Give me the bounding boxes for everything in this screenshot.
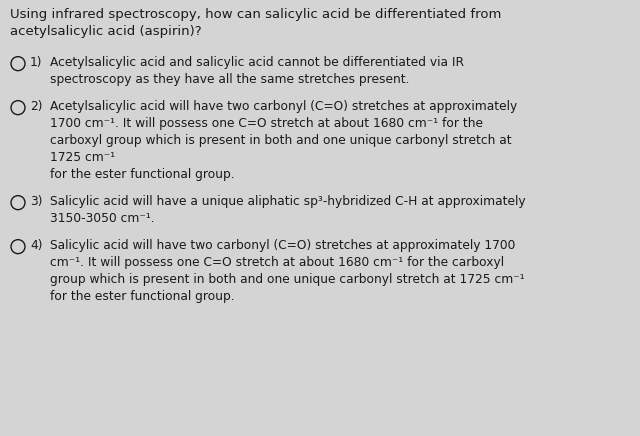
Text: 3): 3) <box>30 195 42 208</box>
Text: for the ester functional group.: for the ester functional group. <box>50 168 235 181</box>
Text: 1725 cm⁻¹: 1725 cm⁻¹ <box>50 151 115 164</box>
Text: Salicylic acid will have two carbonyl (C=O) stretches at approximately 1700: Salicylic acid will have two carbonyl (C… <box>50 239 515 252</box>
Text: Acetylsalicylic acid and salicylic acid cannot be differentiated via IR: Acetylsalicylic acid and salicylic acid … <box>50 56 464 69</box>
Text: carboxyl group which is present in both and one unique carbonyl stretch at: carboxyl group which is present in both … <box>50 134 511 147</box>
Text: spectroscopy as they have all the same stretches present.: spectroscopy as they have all the same s… <box>50 73 410 86</box>
Text: group which is present in both and one unique carbonyl stretch at 1725 cm⁻¹: group which is present in both and one u… <box>50 273 525 286</box>
Text: Using infrared spectroscopy, how can salicylic acid be differentiated from: Using infrared spectroscopy, how can sal… <box>10 8 501 21</box>
Text: 4): 4) <box>30 239 42 252</box>
Text: 1): 1) <box>30 56 42 69</box>
Text: for the ester functional group.: for the ester functional group. <box>50 290 235 303</box>
Text: Salicylic acid will have a unique aliphatic sp³-hybridized C-H at approximately: Salicylic acid will have a unique alipha… <box>50 195 525 208</box>
Text: 3150-3050 cm⁻¹.: 3150-3050 cm⁻¹. <box>50 212 155 225</box>
Text: Acetylsalicylic acid will have two carbonyl (C=O) stretches at approximately: Acetylsalicylic acid will have two carbo… <box>50 100 517 113</box>
Text: 2): 2) <box>30 100 42 113</box>
Text: 1700 cm⁻¹. It will possess one C=O stretch at about 1680 cm⁻¹ for the: 1700 cm⁻¹. It will possess one C=O stret… <box>50 117 483 130</box>
Text: acetylsalicylic acid (aspirin)?: acetylsalicylic acid (aspirin)? <box>10 25 202 38</box>
Text: cm⁻¹. It will possess one C=O stretch at about 1680 cm⁻¹ for the carboxyl: cm⁻¹. It will possess one C=O stretch at… <box>50 256 504 269</box>
